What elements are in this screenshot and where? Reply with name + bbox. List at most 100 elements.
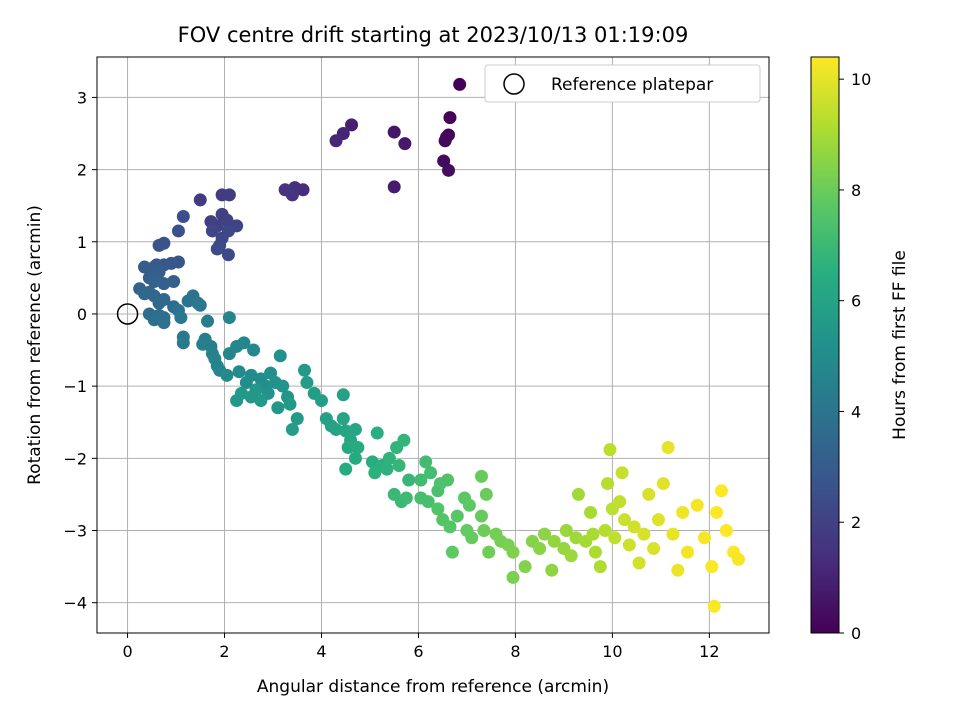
data-point <box>506 545 520 559</box>
plot-frame <box>96 56 770 634</box>
data-point <box>152 296 166 310</box>
data-point <box>615 466 629 480</box>
x-tick-label: 12 <box>699 642 719 661</box>
data-point <box>181 294 195 308</box>
data-point <box>707 599 721 613</box>
colorbar-tick-label: 4 <box>851 402 861 421</box>
data-point <box>598 524 612 538</box>
data-point <box>336 388 350 402</box>
data-point <box>283 397 297 411</box>
data-point <box>681 545 695 559</box>
data-point <box>232 365 246 379</box>
data-point <box>210 242 224 256</box>
data-point <box>441 473 455 487</box>
data-point <box>442 163 456 177</box>
data-point <box>402 473 416 487</box>
colorbar-tick-label: 2 <box>851 513 861 532</box>
colorbar-tick-label: 0 <box>851 624 861 643</box>
data-point <box>221 248 235 262</box>
data-point <box>601 477 615 491</box>
data-point <box>477 524 491 538</box>
data-point <box>138 260 152 274</box>
legend-label: Reference platepar <box>551 75 713 95</box>
data-point <box>382 451 396 465</box>
data-point <box>314 394 328 408</box>
legend-box <box>484 64 761 103</box>
data-point <box>196 337 210 351</box>
data-point <box>341 440 355 454</box>
data-point <box>588 545 602 559</box>
y-tick-label: −2 <box>63 449 87 468</box>
data-point <box>547 534 561 548</box>
data-point <box>205 224 219 238</box>
y-axis-label: Rotation from reference (arcmin) <box>25 205 45 485</box>
chart-title: FOV centre drift starting at 2023/10/13 … <box>178 23 689 47</box>
y-tick-label: −4 <box>63 594 87 613</box>
data-point <box>193 298 207 312</box>
data-point <box>474 469 488 483</box>
data-point <box>138 287 152 301</box>
data-point <box>705 560 719 574</box>
x-tick-label: 4 <box>316 642 326 661</box>
data-point <box>431 502 445 516</box>
data-point <box>237 336 251 350</box>
data-point <box>387 125 401 139</box>
data-point <box>201 314 215 328</box>
data-point <box>157 277 171 291</box>
data-point <box>152 238 166 252</box>
data-point <box>603 443 617 457</box>
data-point <box>254 394 268 408</box>
colorbar-label: Hours from first FF file <box>890 250 910 440</box>
data-point <box>329 422 343 436</box>
data-point <box>424 466 438 480</box>
data-point <box>453 77 467 91</box>
data-point <box>351 440 365 454</box>
data-point <box>368 466 382 480</box>
data-point <box>661 440 675 454</box>
data-point <box>176 210 190 224</box>
y-tick-label: −1 <box>63 377 87 396</box>
data-point <box>176 336 190 350</box>
data-point <box>157 316 171 330</box>
data-point <box>167 274 181 288</box>
data-point <box>271 401 285 415</box>
data-point <box>147 274 161 288</box>
data-point <box>222 188 236 202</box>
data-point <box>336 412 350 426</box>
y-tick-label: 2 <box>77 161 87 180</box>
data-point <box>690 498 704 512</box>
data-point <box>421 495 435 509</box>
data-point <box>220 213 234 227</box>
data-point <box>443 111 457 125</box>
data-point <box>593 560 607 574</box>
data-point <box>450 509 464 523</box>
data-point <box>345 118 359 132</box>
data-point <box>637 527 651 541</box>
data-point <box>564 549 578 563</box>
data-point <box>329 134 343 148</box>
y-tick-label: 3 <box>77 88 87 107</box>
data-point <box>618 513 632 527</box>
data-point <box>285 422 299 436</box>
data-point <box>300 376 314 390</box>
data-point <box>651 513 665 527</box>
colorbar-tick-label: 10 <box>851 70 871 89</box>
data-point <box>247 343 261 357</box>
colorbar-tick-label: 8 <box>851 181 861 200</box>
data-point <box>586 527 600 541</box>
data-point <box>398 137 412 151</box>
data-point <box>462 498 476 512</box>
data-point <box>608 531 622 545</box>
data-point <box>370 426 384 440</box>
data-point <box>571 487 585 501</box>
data-point <box>482 545 496 559</box>
x-tick-label: 0 <box>122 642 132 661</box>
colorbar-tick-label: 6 <box>851 292 861 311</box>
data-point <box>276 379 290 393</box>
data-point <box>285 188 299 202</box>
legend-reference-marker <box>503 73 525 95</box>
data-point <box>419 455 433 469</box>
data-point <box>193 193 207 207</box>
data-point <box>622 538 636 552</box>
data-point <box>506 570 520 584</box>
